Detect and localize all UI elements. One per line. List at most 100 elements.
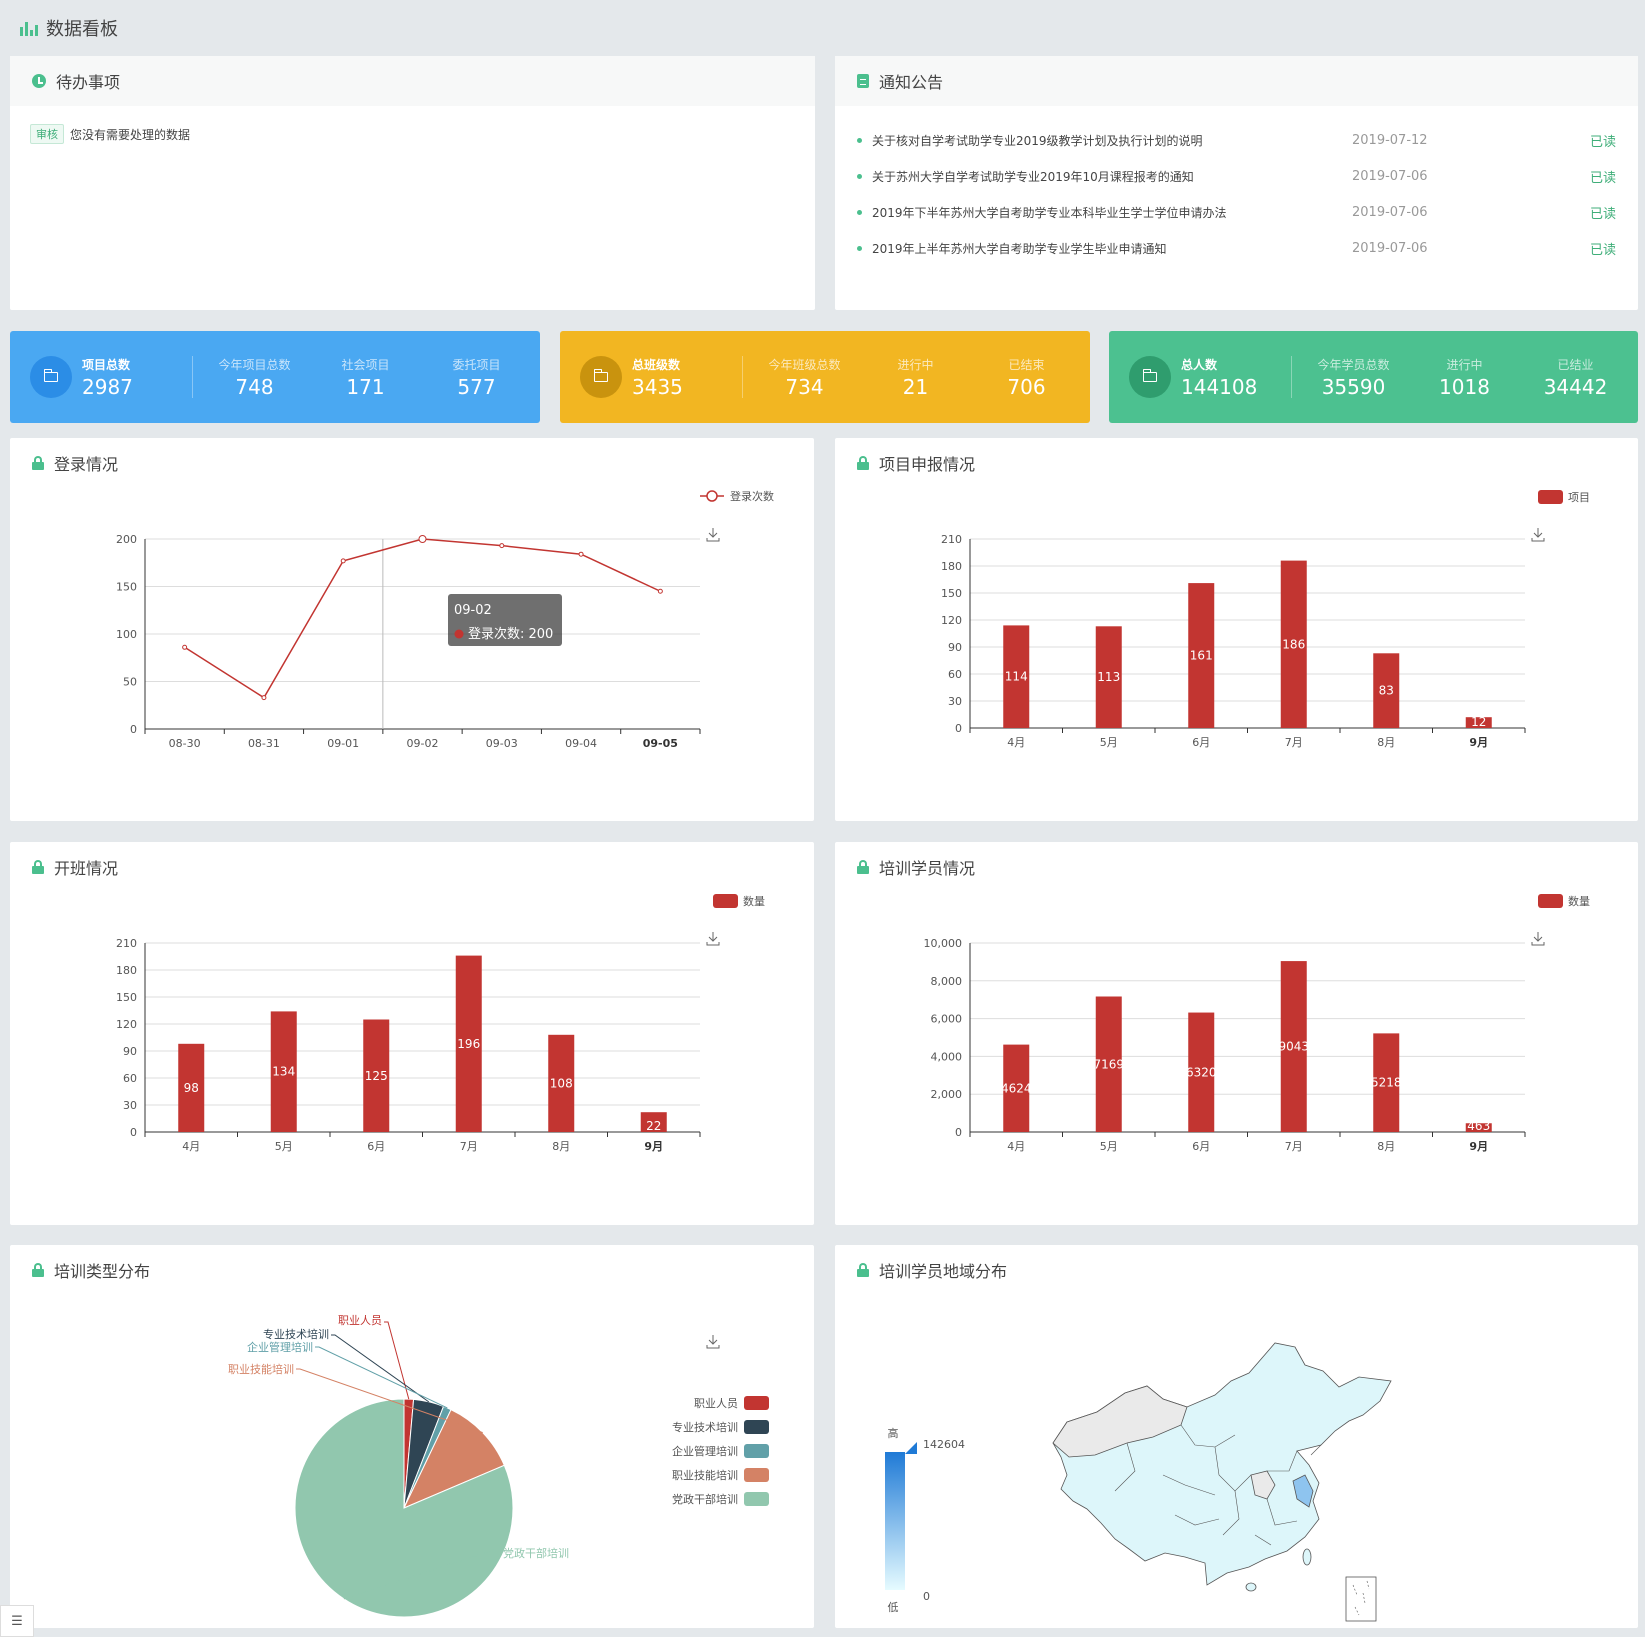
classes-bar-chart[interactable]: 0 30 60 90 120 150 180 210 98 4月 134 5月 125 6月 196 7月 10…	[10, 892, 814, 1225]
login-chart-panel: 登录情况 0 50 100 150 200 08-30 08-31 09-01 09-02 09-…	[10, 438, 814, 821]
y-tick-label: 60	[948, 668, 962, 681]
notice-status: 已读	[1589, 242, 1616, 258]
notice-link[interactable]: 2019年上半年苏州大学自考助学专业学生毕业申请通知	[872, 241, 1167, 256]
stat-card-classes[interactable]: 总班级数 3435 今年班级总数 734 进行中 21 已结束 706	[560, 331, 1090, 423]
login-line-chart[interactable]: 0 50 100 150 200 08-30 08-31 09-01 09-02 09-03 09-…	[10, 488, 814, 821]
stat-sub-label: 进行中	[897, 357, 934, 372]
bar	[1003, 625, 1030, 728]
notice-date: 2019-07-06	[1352, 240, 1428, 256]
todo-item[interactable]: 审核 您没有需要处理的数据	[10, 106, 815, 162]
notice-item[interactable]: 关于苏州大学自学考试助学专业2019年10月课程报考的通知 2019-07-06 已…	[857, 158, 1616, 194]
notice-link[interactable]: 关于苏州大学自学考试助学专业2019年10月课程报考的通知	[872, 169, 1194, 184]
bar-value-label: 125	[365, 1069, 388, 1083]
province-border	[1214, 1446, 1252, 1492]
province-border	[1180, 1424, 1236, 1448]
page-title: 数据看板	[46, 19, 118, 40]
province-border	[1267, 1450, 1298, 1472]
stat-sub-value: 577	[457, 374, 496, 399]
notice-title: 通知公告	[879, 73, 944, 92]
lock-icon	[32, 860, 44, 874]
bar	[1095, 626, 1122, 728]
notice-item[interactable]: 2019年上半年苏州大学自考助学专业学生毕业申请通知 2019-07-06 已读	[857, 230, 1616, 266]
china-map-region	[1052, 1342, 1392, 1586]
data-point	[182, 644, 188, 650]
y-tick-label: 4,000	[931, 1050, 963, 1063]
bar-value-label: 114	[1005, 670, 1028, 684]
province-border	[1162, 1474, 1216, 1496]
x-tick-label: 5月	[1100, 1140, 1118, 1153]
legend-label: 项目	[1568, 491, 1590, 504]
panel-header: 登录情况	[10, 438, 814, 488]
panel-title: 培训学员地域分布	[879, 1262, 1008, 1281]
stat-card-people[interactable]: 总人数 144108 今年学员总数 35590 进行中 1018 已结业 34442	[1109, 331, 1638, 423]
lock-icon	[32, 456, 44, 470]
stat-main-label: 总班级数	[632, 357, 681, 372]
data-point	[418, 535, 427, 543]
page-header: 数据看板	[0, 0, 1645, 56]
x-tick-label: 8月	[1377, 1140, 1395, 1153]
notice-item[interactable]: 关于核对自学考试助学专业2019级教学计划及执行计划的说明 2019-07-12 已…	[857, 122, 1616, 158]
pie-label: 党政干部培训	[503, 1546, 569, 1560]
x-tick-label: 7月	[1285, 736, 1303, 749]
stat-icon-bg	[580, 356, 622, 398]
stat-sub-value: 21	[902, 374, 929, 399]
legend-swatch	[744, 1420, 769, 1434]
y-tick-label: 0	[955, 1126, 962, 1139]
trainees-chart-panel: 培训学员情况 0 2,000 4,000 6,000 8,000 10,000 4624 4月…	[835, 842, 1638, 1225]
trainees-bar-chart[interactable]: 0 2,000 4,000 6,000 8,000 10,000 4624 4月 7169 5月 6…	[835, 892, 1638, 1225]
y-tick-label: 8,000	[931, 975, 963, 988]
notice-link[interactable]: 2019年下半年苏州大学自考助学专业本科毕业生学士学位申请办法	[872, 205, 1227, 220]
notice-link[interactable]: 关于核对自学考试助学专业2019级教学计划及执行计划的说明	[872, 133, 1203, 148]
bar-value-label: 98	[184, 1081, 199, 1095]
bar	[1465, 717, 1492, 728]
download-icon	[706, 1335, 720, 1349]
notice-status: 已读	[1589, 206, 1616, 222]
bar	[1280, 560, 1307, 728]
todo-text: 您没有需要处理的数据	[70, 127, 191, 142]
y-tick-label: 0	[955, 722, 962, 735]
bar	[1280, 961, 1307, 1132]
bar-value-label: 4624	[1001, 1081, 1032, 1095]
bar-value-label: 83	[1379, 684, 1394, 698]
y-tick-label: 150	[116, 991, 137, 1004]
panel-header: 开班情况	[10, 842, 814, 892]
panel-title: 项目申报情况	[879, 455, 976, 474]
y-tick-label: 6,000	[931, 1013, 963, 1026]
y-tick-label: 0	[130, 723, 137, 736]
project-bar-chart[interactable]: 0 30 60 90 120 150 180 210 114 4月 113 5月 161 6月 186 7月 8…	[835, 488, 1638, 821]
lock-icon	[857, 456, 869, 470]
stat-main-value: 3435	[632, 374, 683, 399]
data-point	[578, 551, 584, 557]
legend-swatch	[744, 1444, 769, 1458]
x-tick-label: 7月	[1285, 1140, 1303, 1153]
stat-sub-label: 社会项目	[341, 357, 390, 372]
legend-label: 企业管理培训	[672, 1444, 738, 1458]
bullet-icon	[857, 173, 862, 179]
folder-icon	[1142, 369, 1157, 382]
notice-date: 2019-07-12	[1352, 132, 1428, 148]
types-pie-chart[interactable]: 职业人员专业技术培训企业管理培训职业技能培训党政干部培训职业人员专业技术培训企业…	[10, 1295, 814, 1628]
tooltip-box	[448, 594, 562, 646]
stat-card-projects[interactable]: 项目总数 2987 今年项目总数 748 社会项目 171 委托项目 577	[10, 331, 540, 423]
x-tick-label: 4月	[1007, 736, 1025, 749]
data-point	[657, 588, 663, 594]
collapse-menu-button[interactable]: ☰	[0, 1605, 34, 1637]
stat-sub-label: 进行中	[1446, 357, 1483, 372]
pie-leader-line	[384, 1321, 410, 1400]
pie-label: 专业技术培训	[263, 1327, 329, 1341]
region-map-chart[interactable]: 高低 142604 0	[835, 1295, 1638, 1628]
province-border	[1266, 1498, 1298, 1526]
south-sea-inset	[1345, 1576, 1377, 1622]
notice-item[interactable]: 2019年下半年苏州大学自考助学专业本科毕业生学士学位申请办法 2019-07-0…	[857, 194, 1616, 230]
tooltip-text: 登录次数: 200	[468, 626, 553, 642]
south-sea-islands	[1352, 1580, 1370, 1616]
x-tick-label: 4月	[1007, 1140, 1025, 1153]
bar	[1188, 583, 1215, 728]
jiangsu-region	[1292, 1474, 1314, 1508]
y-tick-label: 30	[948, 695, 962, 708]
x-tick-label: 6月	[1192, 1140, 1210, 1153]
x-tick-label: 9月	[1469, 736, 1488, 749]
bullet-icon	[857, 209, 862, 215]
todo-panel: 待办事项 审核 您没有需要处理的数据	[10, 56, 815, 310]
y-tick-label: 200	[116, 533, 137, 546]
